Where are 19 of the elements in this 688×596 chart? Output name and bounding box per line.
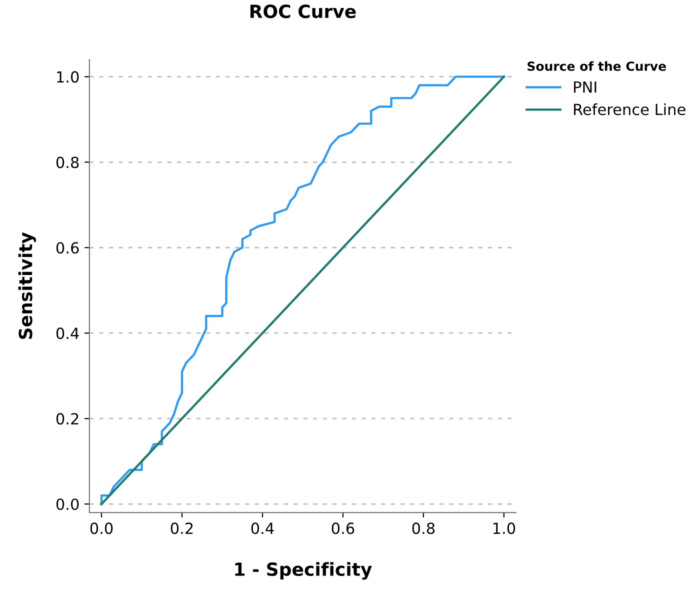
x-axis-title: 1 - Specificity <box>235 562 372 580</box>
chart-title: ROC Curve <box>250 4 356 18</box>
legend-title: Source of the Curve <box>528 61 666 71</box>
legend-label: PNI <box>574 81 596 93</box>
y-tick-label: 0.2 <box>56 413 78 425</box>
x-tick-label: 0.6 <box>332 522 354 534</box>
x-tick-label: 0.0 <box>90 522 113 534</box>
line-series <box>100 76 506 506</box>
y-tick-label: 0.0 <box>56 498 79 510</box>
x-tick-label: 0.4 <box>251 522 274 534</box>
y-tick-label: 0.4 <box>56 328 79 340</box>
y-tick-label: 0.8 <box>56 156 79 168</box>
x-tick-label: 1.0 <box>493 522 516 534</box>
y-tick-label: 0.6 <box>56 242 79 254</box>
x-tick-label: 0.8 <box>412 522 435 534</box>
y-tick-label: 1.0 <box>57 71 79 83</box>
legend-label: Reference Line <box>574 103 686 116</box>
x-tick-label: 0.2 <box>170 522 193 534</box>
y-axis-title: Sensitivity <box>18 232 36 339</box>
